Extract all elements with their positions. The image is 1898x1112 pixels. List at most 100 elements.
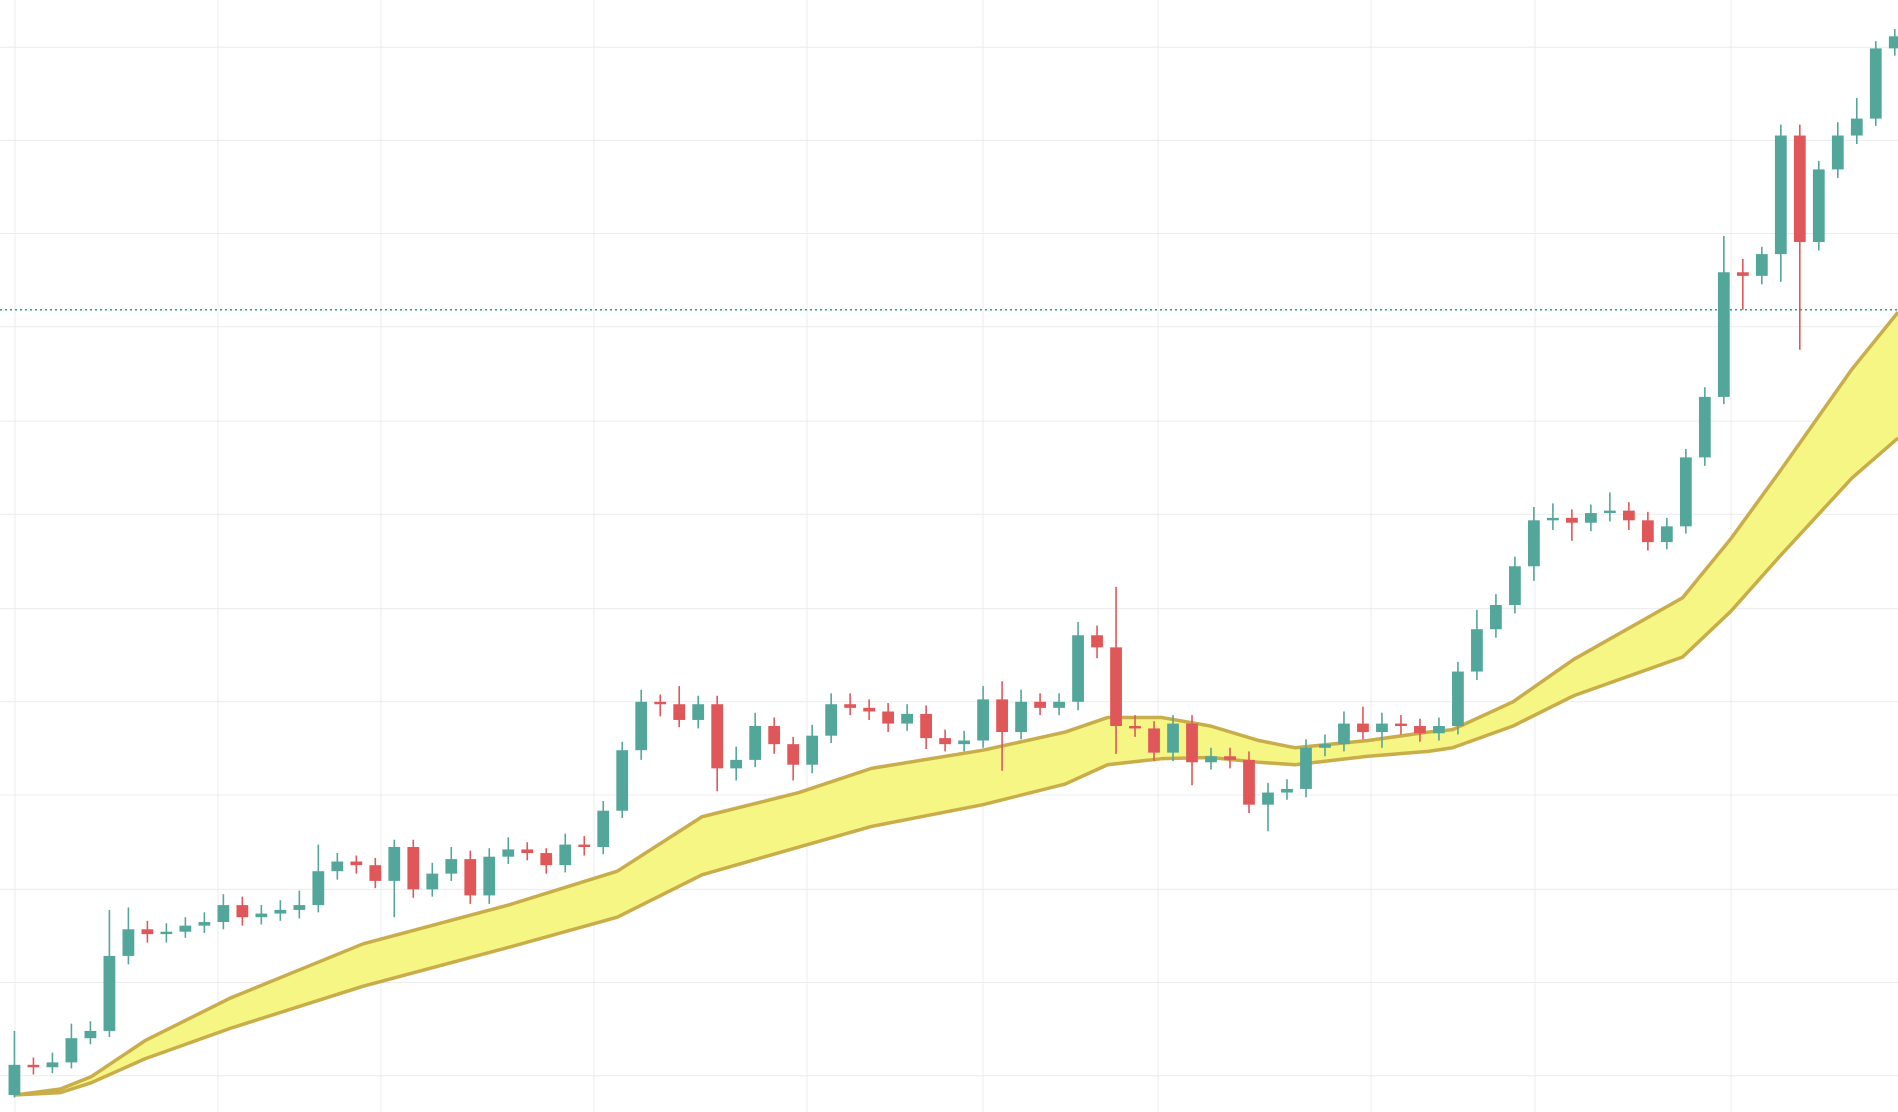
candle-body <box>1565 517 1578 523</box>
candle-body <box>787 744 800 765</box>
candle-body <box>1338 723 1350 745</box>
candle-body <box>635 701 648 751</box>
candle-body <box>1660 526 1673 543</box>
candle-body <box>217 905 230 923</box>
candle-body <box>1490 605 1502 630</box>
candle-body <box>464 859 477 896</box>
candle-body <box>977 699 989 741</box>
candle-body <box>236 905 249 918</box>
candle-body <box>730 759 743 769</box>
candle-body <box>806 735 819 765</box>
candle-body <box>1793 135 1806 243</box>
band-lower-line <box>14 436 1898 1097</box>
candle-body <box>1091 635 1103 648</box>
candle-body <box>1281 788 1293 793</box>
candle-body <box>1698 396 1711 458</box>
candle-body <box>1452 671 1464 727</box>
candle-body <box>768 726 781 745</box>
candle-body <box>198 922 211 926</box>
candle-body <box>1584 513 1597 523</box>
candle-body <box>293 905 306 910</box>
candle-body <box>1129 726 1141 729</box>
candle-body <box>1376 723 1388 733</box>
candle-body <box>84 1030 97 1039</box>
candle-body <box>1186 723 1198 763</box>
candle-body <box>331 861 344 872</box>
candle-body <box>1471 629 1483 672</box>
candle-body <box>1205 756 1217 763</box>
candle-body <box>1300 747 1312 789</box>
candle-body <box>559 844 572 866</box>
candle-body <box>1148 728 1160 753</box>
candle-body <box>1414 726 1426 734</box>
candle-body <box>1831 135 1844 170</box>
candle-body <box>312 871 325 906</box>
candle-body <box>65 1038 78 1063</box>
candle-body <box>122 929 135 956</box>
candle-body <box>597 810 610 848</box>
candle-body <box>103 955 116 1031</box>
candle-body <box>692 704 705 720</box>
candle-body <box>673 704 686 720</box>
candle-body <box>749 726 762 760</box>
candle-body <box>483 856 496 896</box>
candle-body <box>711 704 724 769</box>
band-fill <box>14 312 1898 1096</box>
candle-body <box>844 704 857 708</box>
candle-body <box>540 853 553 866</box>
candle-body <box>1736 272 1749 276</box>
candle-body <box>274 909 287 914</box>
candle-body <box>1850 118 1863 136</box>
candle-body <box>502 849 515 857</box>
candle-body <box>141 929 154 935</box>
candle-body <box>521 849 534 854</box>
candle-body <box>46 1062 59 1068</box>
candle-body <box>901 713 914 724</box>
candle-body <box>1622 510 1635 521</box>
candle-body <box>882 711 895 724</box>
candle-body <box>1167 723 1179 753</box>
candle-body <box>1072 635 1084 702</box>
candle-body <box>1395 723 1407 727</box>
candle-body <box>350 861 363 866</box>
candle-body <box>1319 744 1331 748</box>
candle-body <box>1717 272 1730 397</box>
candle-body <box>27 1064 40 1068</box>
candle-body <box>369 865 382 881</box>
candle-body <box>654 701 667 705</box>
candle-body <box>1528 520 1540 567</box>
candle-body <box>1110 647 1122 727</box>
candle-body <box>1641 520 1654 543</box>
candle-body <box>179 925 192 932</box>
candle-body <box>388 847 401 881</box>
candle-body <box>1679 457 1692 527</box>
candle-body <box>1812 169 1825 243</box>
candle-body <box>1224 756 1236 760</box>
candle-body <box>1357 723 1369 733</box>
candle-body <box>1243 759 1255 805</box>
candle-body <box>1774 135 1787 255</box>
candle-body <box>1509 566 1521 606</box>
candle-body <box>939 738 951 745</box>
candle-body <box>958 740 970 745</box>
vertical-grid <box>14 0 1732 1112</box>
candle-body <box>160 931 173 935</box>
candle-body <box>920 713 933 739</box>
candle-body <box>1433 726 1445 734</box>
candle-body <box>996 699 1008 733</box>
candle-body <box>1603 510 1616 514</box>
candle-body <box>863 707 876 712</box>
candle-body <box>255 913 268 918</box>
candle-body <box>1755 254 1768 276</box>
candle-body <box>1015 701 1027 733</box>
candle-body <box>407 847 420 890</box>
candle-body <box>426 873 439 890</box>
candle-body <box>1034 701 1046 708</box>
candle-body <box>825 704 838 736</box>
candle-body <box>445 859 458 874</box>
candle-body <box>616 750 629 811</box>
candle-body <box>578 844 591 848</box>
candle-body <box>1869 48 1882 119</box>
